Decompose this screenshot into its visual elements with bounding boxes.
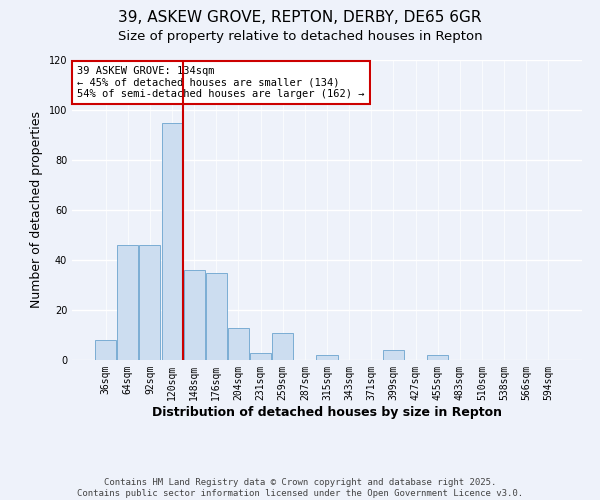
Bar bbox=[316, 355, 338, 360]
Bar bbox=[383, 350, 404, 360]
Text: 39, ASKEW GROVE, REPTON, DERBY, DE65 6GR: 39, ASKEW GROVE, REPTON, DERBY, DE65 6GR bbox=[118, 10, 482, 25]
Y-axis label: Number of detached properties: Number of detached properties bbox=[30, 112, 43, 308]
Bar bbox=[184, 270, 205, 360]
X-axis label: Distribution of detached houses by size in Repton: Distribution of detached houses by size … bbox=[152, 406, 502, 418]
Text: Contains HM Land Registry data © Crown copyright and database right 2025.
Contai: Contains HM Land Registry data © Crown c… bbox=[77, 478, 523, 498]
Bar bbox=[139, 245, 160, 360]
Bar bbox=[427, 355, 448, 360]
Bar bbox=[228, 328, 249, 360]
Text: Size of property relative to detached houses in Repton: Size of property relative to detached ho… bbox=[118, 30, 482, 43]
Bar bbox=[161, 122, 182, 360]
Bar bbox=[118, 245, 139, 360]
Bar bbox=[272, 332, 293, 360]
Bar bbox=[250, 352, 271, 360]
Text: 39 ASKEW GROVE: 134sqm
← 45% of detached houses are smaller (134)
54% of semi-de: 39 ASKEW GROVE: 134sqm ← 45% of detached… bbox=[77, 66, 365, 99]
Bar bbox=[95, 340, 116, 360]
Bar bbox=[206, 272, 227, 360]
